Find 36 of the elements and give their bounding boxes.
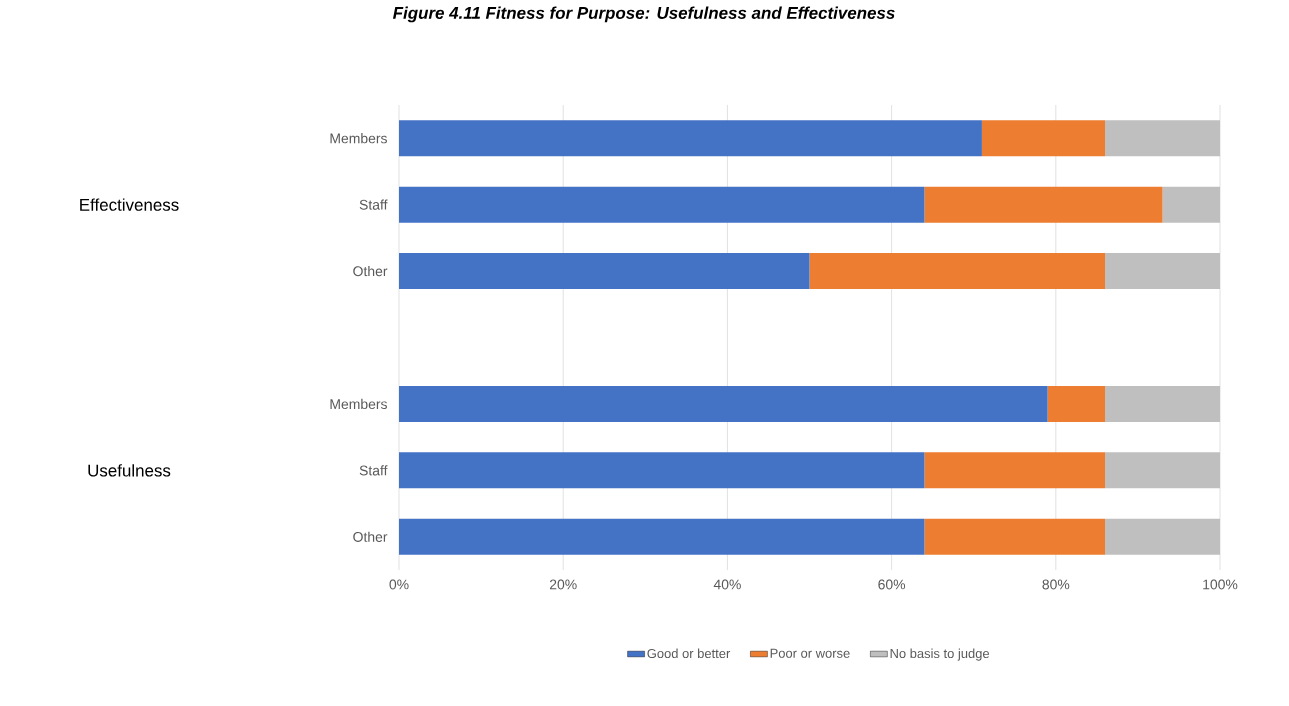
y-tick-label: Other xyxy=(353,265,388,277)
bar xyxy=(1047,385,1106,422)
x-tick-label: 60% xyxy=(878,579,906,590)
y-tick-label: Staff xyxy=(359,199,388,210)
y-tick-label: Staff xyxy=(359,465,388,476)
x-tick-label: 80% xyxy=(1042,579,1070,590)
bar xyxy=(1105,120,1221,157)
bar xyxy=(809,253,1106,290)
legend-label: Poor or worse xyxy=(770,648,850,658)
text: Effectiveness xyxy=(80,198,179,211)
bar xyxy=(1105,385,1221,422)
bar xyxy=(399,518,925,555)
bar xyxy=(924,518,1106,555)
bar xyxy=(1105,518,1221,555)
bar xyxy=(1105,253,1221,290)
bar xyxy=(981,120,1106,157)
bar xyxy=(399,253,810,290)
x-tick-label: 40% xyxy=(713,579,741,590)
y-tick-label: Other xyxy=(353,531,388,542)
bar xyxy=(924,186,1163,223)
bar xyxy=(1105,452,1221,489)
legend-label: Good or better xyxy=(647,648,731,659)
text: Usefulness xyxy=(88,464,171,477)
legend-label: No basis to judge xyxy=(890,648,990,661)
y-tick-label: Members xyxy=(330,133,387,144)
bar xyxy=(399,385,1048,422)
bar xyxy=(924,452,1106,489)
y-tick-label: Members xyxy=(330,398,387,410)
x-tick-label: 100% xyxy=(1203,579,1238,590)
x-tick-label: 20% xyxy=(549,579,577,590)
bar xyxy=(399,452,925,489)
chart-title: Figure 4.11 Fitness for Purpose: Usefulness and Effectiveness xyxy=(393,6,895,23)
bar xyxy=(399,186,925,223)
bar xyxy=(399,120,982,157)
bar xyxy=(1162,186,1221,223)
x-tick-label: 0% xyxy=(389,579,409,590)
